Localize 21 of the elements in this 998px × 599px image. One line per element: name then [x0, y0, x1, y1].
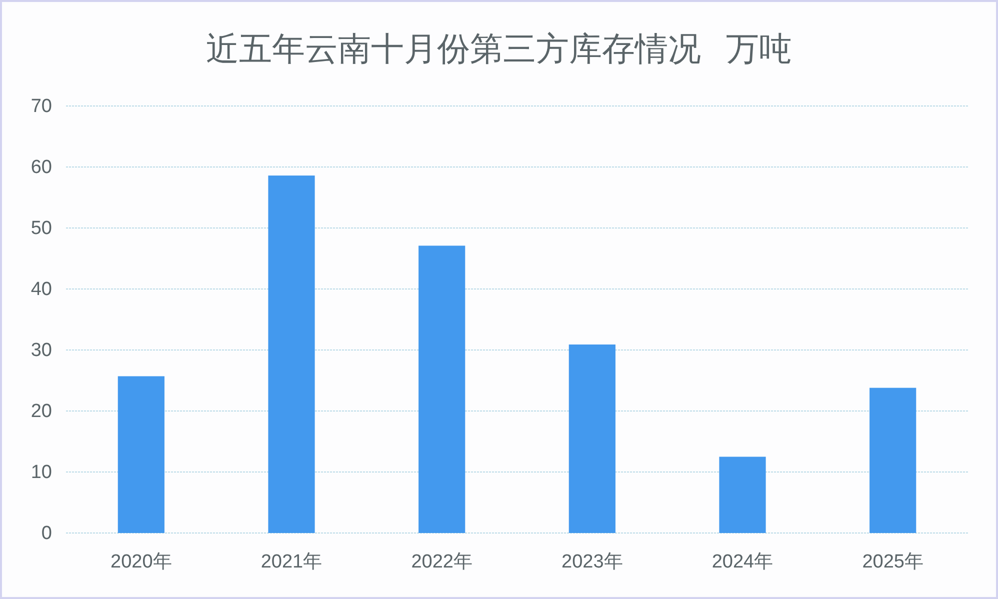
y-tick-label: 60	[30, 157, 52, 178]
chart-title: 近五年云南十月份第三方库存情况 万吨	[206, 31, 792, 68]
bar	[568, 344, 616, 533]
bar	[418, 246, 466, 533]
y-tick-label: 40	[30, 279, 52, 300]
y-tick-label: 0	[41, 523, 52, 544]
bar	[118, 376, 164, 533]
y-tick-label: 10	[30, 462, 52, 484]
x-tick-label: 2024年	[712, 551, 774, 572]
y-tick-label: 50	[30, 218, 52, 240]
x-tick-label: 2021年	[260, 551, 322, 572]
x-tick-label: 2022年	[411, 551, 472, 572]
y-tick-label: 30	[30, 340, 52, 362]
bar	[268, 176, 315, 533]
x-tick-label: 2025年	[862, 551, 924, 572]
bar	[870, 388, 916, 533]
bar	[719, 456, 766, 533]
x-tick-label: 2023年	[562, 551, 623, 572]
x-tick-label: 2020年	[110, 551, 172, 572]
y-tick-label: 20	[30, 401, 52, 422]
y-tick-label: 70	[30, 96, 52, 118]
